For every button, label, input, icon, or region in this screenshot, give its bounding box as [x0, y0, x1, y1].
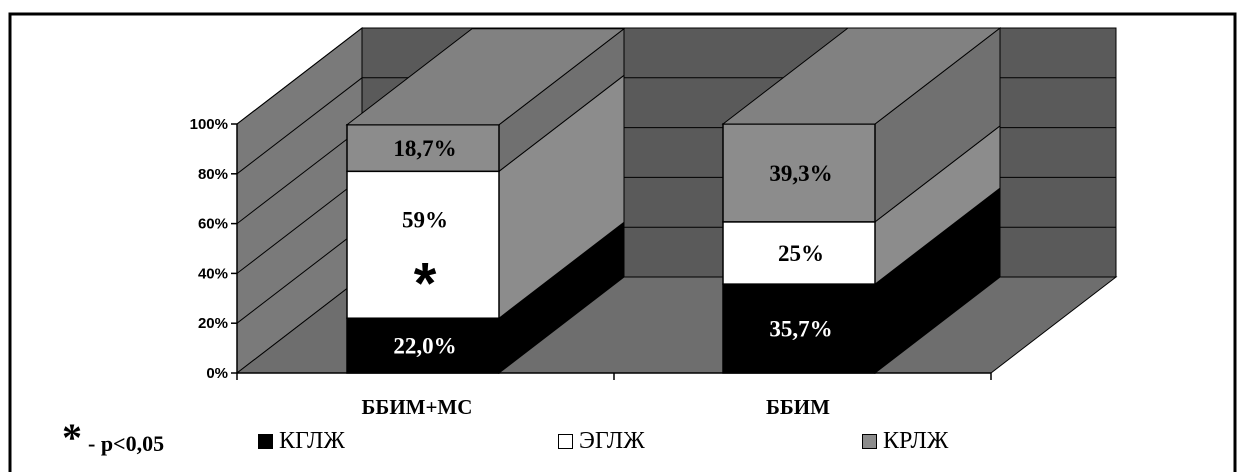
- legend-item-eglzh: ЭГЛЖ: [558, 428, 645, 455]
- legend-swatch-eglzh: [558, 434, 573, 449]
- category-label-1: ББИМ: [766, 395, 830, 419]
- bar-0-0: [346, 317, 500, 374]
- bar-0-1: [346, 170, 500, 319]
- data-label-0-1: 59%: [402, 207, 448, 232]
- y-tick-label-2: 40%: [198, 265, 228, 282]
- legend-swatch-kglzh: [258, 434, 273, 449]
- footnote-symbol: *: [62, 415, 82, 460]
- data-label-0-0: 22,0%: [393, 334, 456, 359]
- significance-marker: *: [414, 251, 437, 316]
- data-label-1-1: 25%: [778, 241, 824, 266]
- y-tick-label-0: 0%: [206, 365, 228, 382]
- gridline-side-3: [236, 127, 363, 224]
- bar-top-1: [721, 27, 1002, 125]
- legend-label-eglzh: ЭГЛЖ: [579, 428, 645, 454]
- bar-1-2: [722, 123, 876, 223]
- bar-top-0: [345, 28, 626, 126]
- bar-stack-0: 22,0% 59% * 18,7%: [345, 27, 626, 375]
- y-tick-label-1: 20%: [198, 315, 228, 332]
- gridline-side-5: [236, 27, 363, 125]
- footnote-text: - p<0,05: [88, 431, 165, 456]
- gridline-side-4: [236, 77, 363, 175]
- legend-swatch-krlzh: [862, 434, 877, 449]
- data-label-0-2: 18,7%: [393, 136, 456, 161]
- legend-item-krlzh: КРЛЖ: [862, 428, 948, 455]
- significance-footnote: * - p<0,05: [62, 418, 164, 458]
- data-label-1-2: 39,3%: [769, 161, 832, 186]
- y-tick-label-4: 80%: [198, 166, 228, 183]
- legend: КГЛЖ ЭГЛЖ КРЛЖ: [258, 428, 1018, 460]
- y-tick-label-3: 60%: [198, 216, 228, 233]
- gridline-side-2: [236, 177, 363, 274]
- y-tick-label-5: 100%: [190, 116, 228, 133]
- category-label-0: ББИМ+МС: [362, 395, 473, 419]
- legend-label-krlzh: КРЛЖ: [883, 428, 949, 454]
- gridline-side-1: [236, 226, 363, 324]
- data-label-1-0: 35,7%: [769, 317, 832, 342]
- legend-label-kglzh: КГЛЖ: [279, 428, 345, 454]
- legend-item-kglzh: КГЛЖ: [258, 428, 345, 455]
- bar-stack-1: 35,7% 25% 39,3%: [721, 26, 1002, 375]
- bar-1-1: [722, 221, 876, 285]
- bar-0-2: [346, 123, 500, 173]
